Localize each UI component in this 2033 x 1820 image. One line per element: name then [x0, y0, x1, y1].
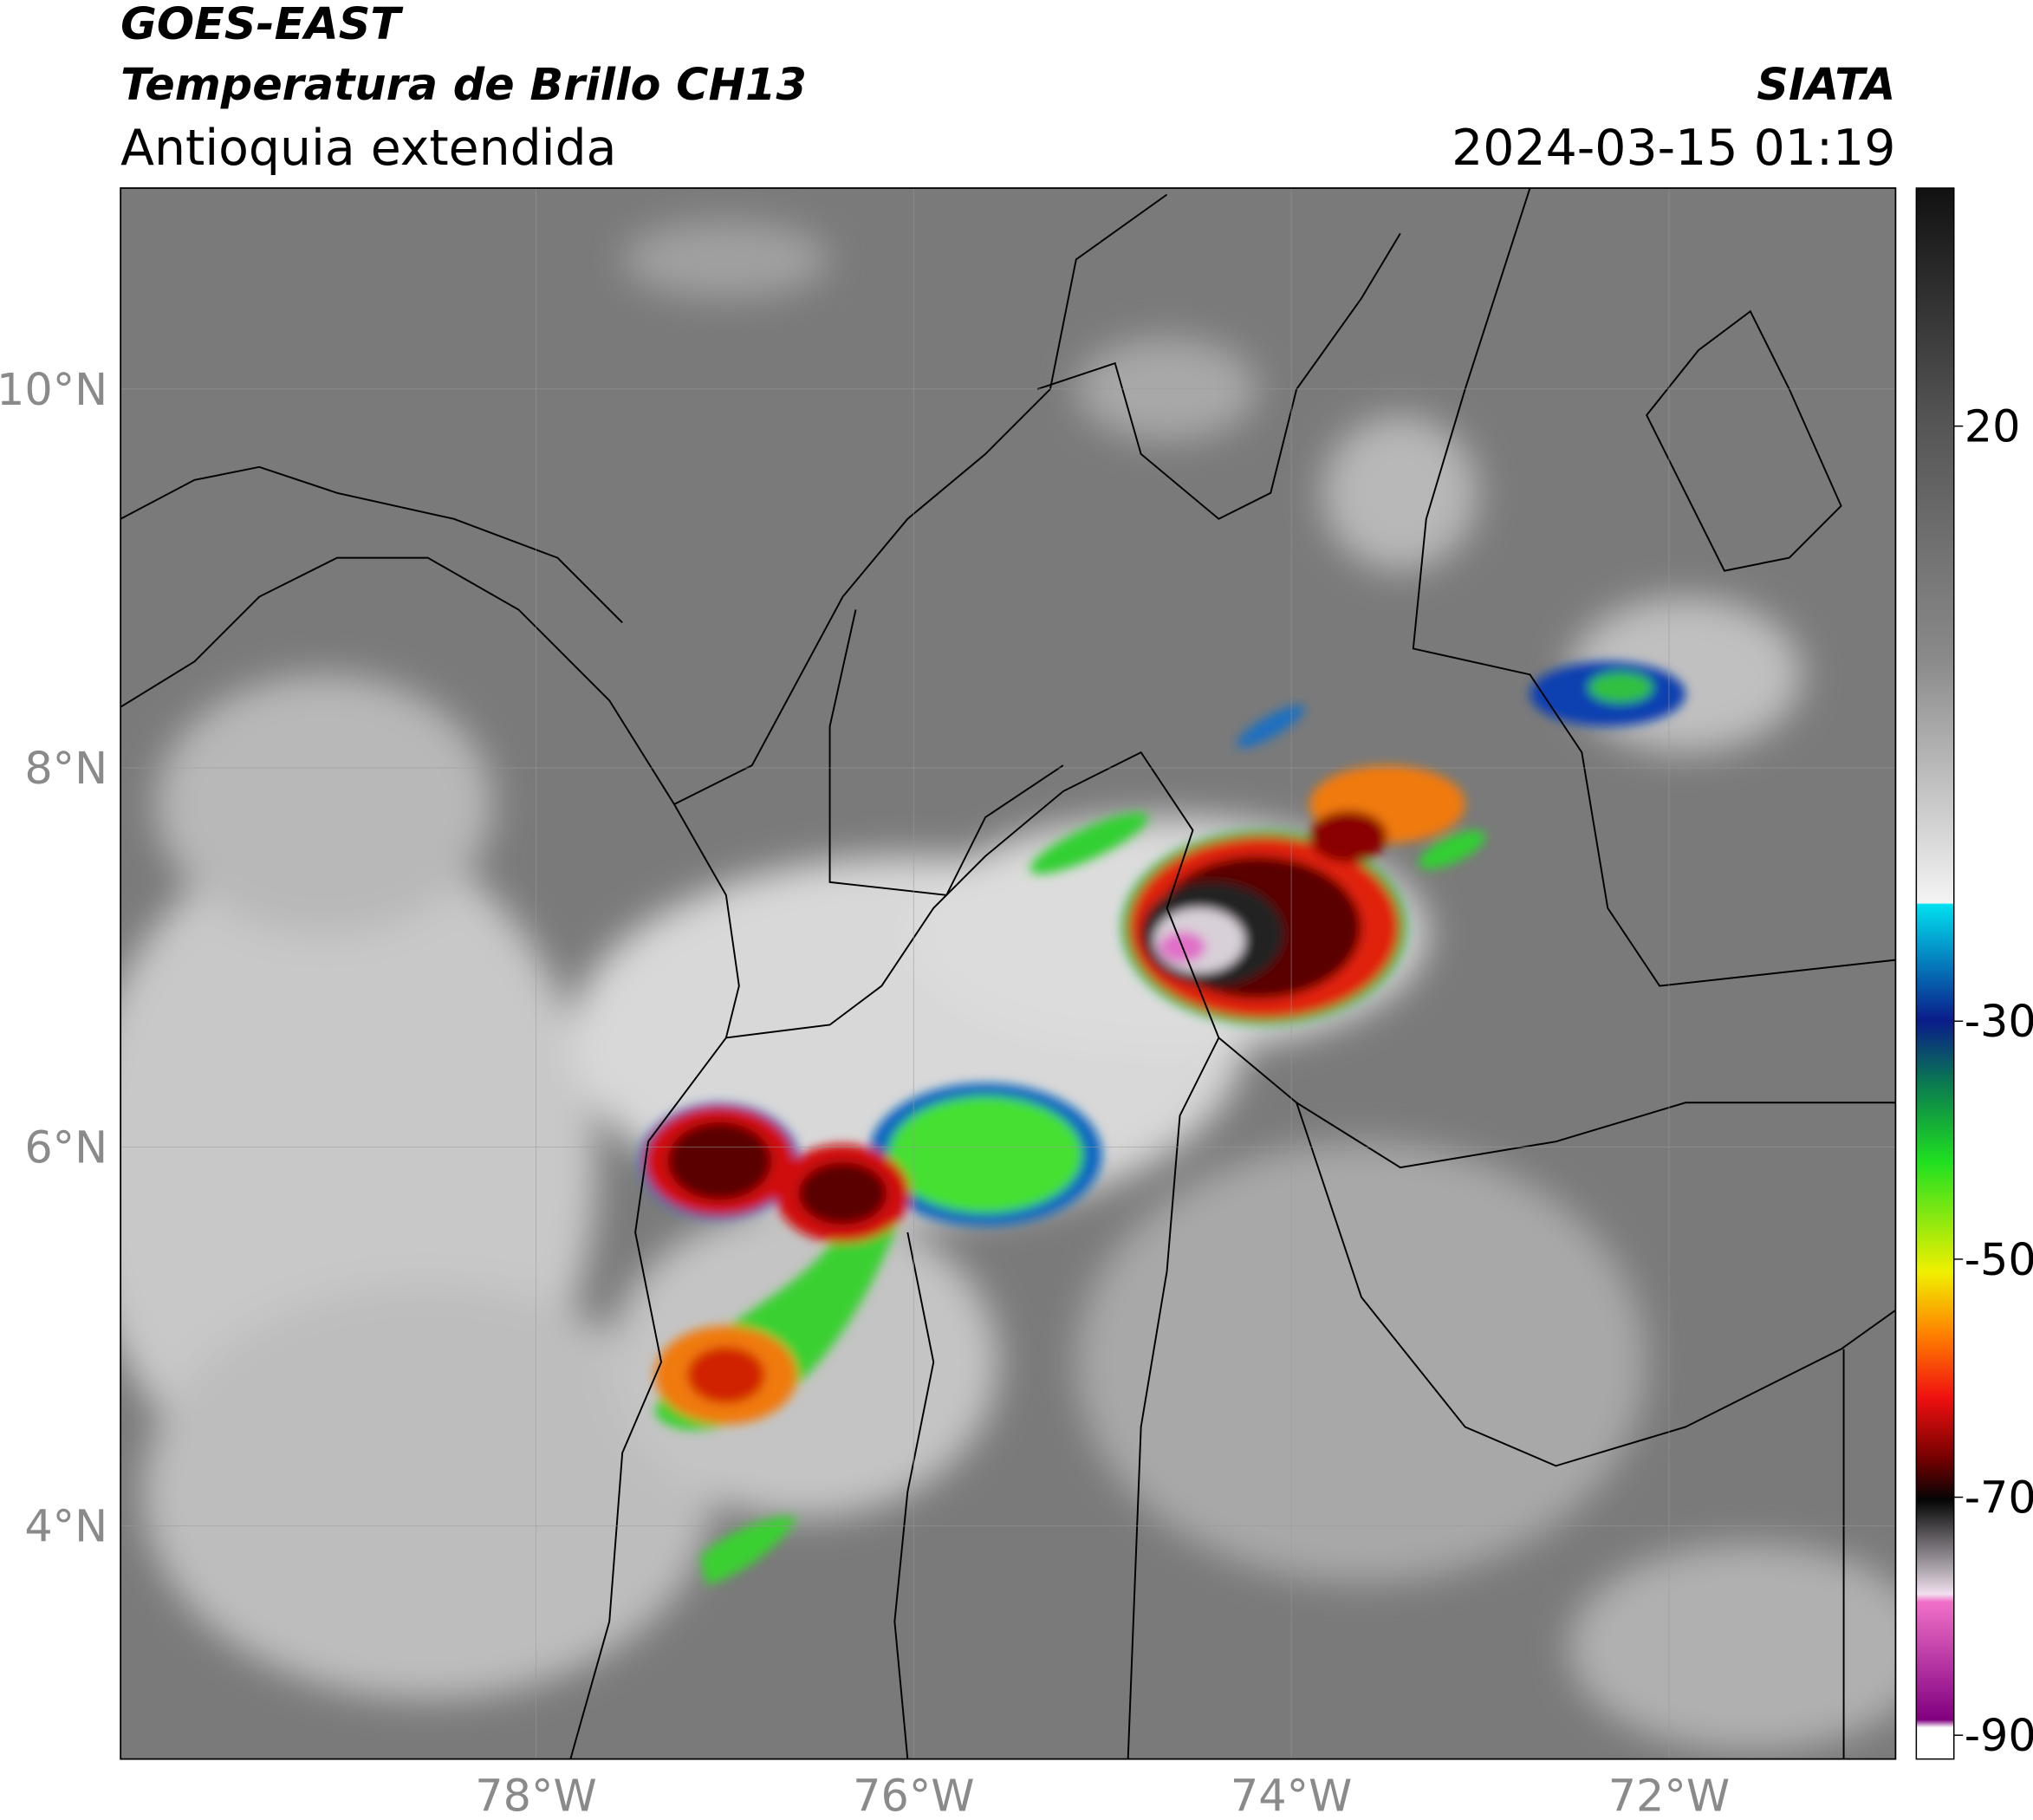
borders [120, 188, 1896, 1759]
lon-tick-label: 72°W [1608, 1771, 1730, 1820]
colorbar-tick-label: -50 [1965, 1234, 2033, 1285]
colorbar [1915, 187, 1955, 1760]
datetime: 2024-03-15 01:19 [1452, 120, 1895, 177]
subtitle-region: Antioquia extendida [120, 120, 616, 177]
colorbar-tick-label: -30 [1965, 996, 2033, 1047]
graticule [120, 188, 1896, 1759]
lat-tick-label: 10°N [0, 364, 107, 415]
lat-tick-label: 4°N [24, 1501, 107, 1552]
map-area [120, 188, 1896, 1759]
lon-tick-label: 78°W [475, 1771, 596, 1820]
lat-tick-label: 8°N [24, 743, 107, 794]
colorbar-tick-label: -90 [1965, 1710, 2033, 1761]
lat-tick-label: 6°N [24, 1121, 107, 1173]
lon-tick-label: 74°W [1231, 1771, 1352, 1820]
title-satellite: GOES-EAST [120, 0, 404, 49]
colorbar-tick-label: 20 [1965, 401, 2021, 452]
colorbar-tick-label: -70 [1965, 1472, 2033, 1523]
lon-tick-label: 76°W [853, 1771, 974, 1820]
source: SIATA [1757, 59, 1895, 110]
map-frame [120, 187, 1897, 1760]
storms [639, 661, 1686, 1586]
title-product: Temperatura de Brillo CH13 [120, 59, 807, 110]
